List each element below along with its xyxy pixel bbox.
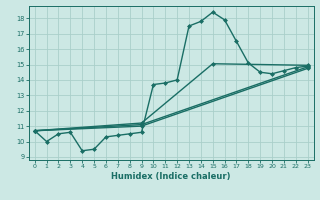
X-axis label: Humidex (Indice chaleur): Humidex (Indice chaleur) [111, 172, 231, 181]
